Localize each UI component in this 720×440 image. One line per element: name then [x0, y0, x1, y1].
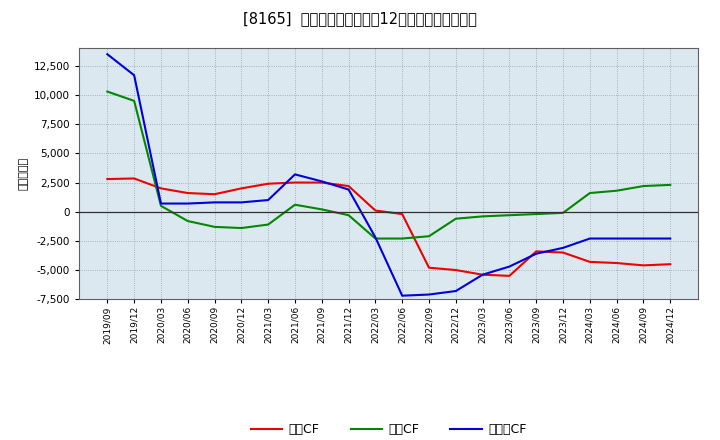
- フリーCF: [532, 251, 541, 257]
- 投資CF: [425, 234, 433, 239]
- 営業CF: [559, 250, 567, 255]
- 営業CF: [318, 180, 326, 185]
- 投資CF: [559, 210, 567, 216]
- 投資CF: [237, 225, 246, 231]
- 投資CF: [264, 222, 272, 227]
- 投資CF: [210, 224, 219, 230]
- フリーCF: [157, 201, 166, 206]
- フリーCF: [130, 73, 138, 78]
- 投資CF: [291, 202, 300, 207]
- フリーCF: [291, 172, 300, 177]
- 投資CF: [130, 98, 138, 103]
- Line: フリーCF: フリーCF: [107, 54, 670, 296]
- 営業CF: [478, 272, 487, 277]
- フリーCF: [184, 201, 192, 206]
- 投資CF: [585, 191, 594, 196]
- フリーCF: [210, 200, 219, 205]
- 営業CF: [371, 208, 379, 213]
- フリーCF: [639, 236, 648, 241]
- 投資CF: [344, 213, 353, 218]
- 営業CF: [103, 176, 112, 182]
- 投資CF: [612, 188, 621, 193]
- フリーCF: [344, 187, 353, 192]
- 営業CF: [425, 265, 433, 270]
- 営業CF: [210, 191, 219, 197]
- フリーCF: [318, 179, 326, 184]
- 営業CF: [639, 263, 648, 268]
- 投資CF: [318, 207, 326, 212]
- フリーCF: [371, 235, 379, 240]
- 営業CF: [184, 191, 192, 196]
- 営業CF: [398, 211, 407, 216]
- 投資CF: [639, 183, 648, 189]
- フリーCF: [237, 200, 246, 205]
- 営業CF: [264, 181, 272, 187]
- 投資CF: [103, 89, 112, 94]
- Line: 営業CF: 営業CF: [107, 179, 670, 276]
- フリーCF: [505, 264, 514, 269]
- Legend: 営業CF, 投資CF, フリーCF: 営業CF, 投資CF, フリーCF: [246, 418, 531, 440]
- 営業CF: [291, 180, 300, 185]
- 営業CF: [157, 186, 166, 191]
- フリーCF: [478, 272, 487, 277]
- 営業CF: [237, 186, 246, 191]
- フリーCF: [398, 293, 407, 298]
- 投資CF: [371, 236, 379, 241]
- 投資CF: [505, 213, 514, 218]
- 営業CF: [451, 268, 460, 273]
- Text: [8165]  キャッシュフローの12か月移動合計の推移: [8165] キャッシュフローの12か月移動合計の推移: [243, 11, 477, 26]
- フリーCF: [612, 236, 621, 241]
- Line: 投資CF: 投資CF: [107, 92, 670, 238]
- 投資CF: [666, 182, 675, 187]
- フリーCF: [103, 51, 112, 57]
- 営業CF: [612, 260, 621, 266]
- フリーCF: [451, 288, 460, 293]
- 営業CF: [666, 261, 675, 267]
- フリーCF: [585, 236, 594, 241]
- フリーCF: [425, 292, 433, 297]
- 投資CF: [398, 236, 407, 241]
- 営業CF: [532, 249, 541, 254]
- 投資CF: [478, 214, 487, 219]
- 営業CF: [130, 176, 138, 181]
- フリーCF: [559, 245, 567, 250]
- 営業CF: [585, 259, 594, 264]
- フリーCF: [264, 198, 272, 203]
- 営業CF: [505, 273, 514, 279]
- 投資CF: [532, 211, 541, 216]
- Y-axis label: （百万円）: （百万円）: [19, 157, 28, 191]
- フリーCF: [666, 236, 675, 241]
- 投資CF: [184, 218, 192, 224]
- 投資CF: [157, 203, 166, 209]
- 投資CF: [451, 216, 460, 221]
- 営業CF: [344, 183, 353, 189]
